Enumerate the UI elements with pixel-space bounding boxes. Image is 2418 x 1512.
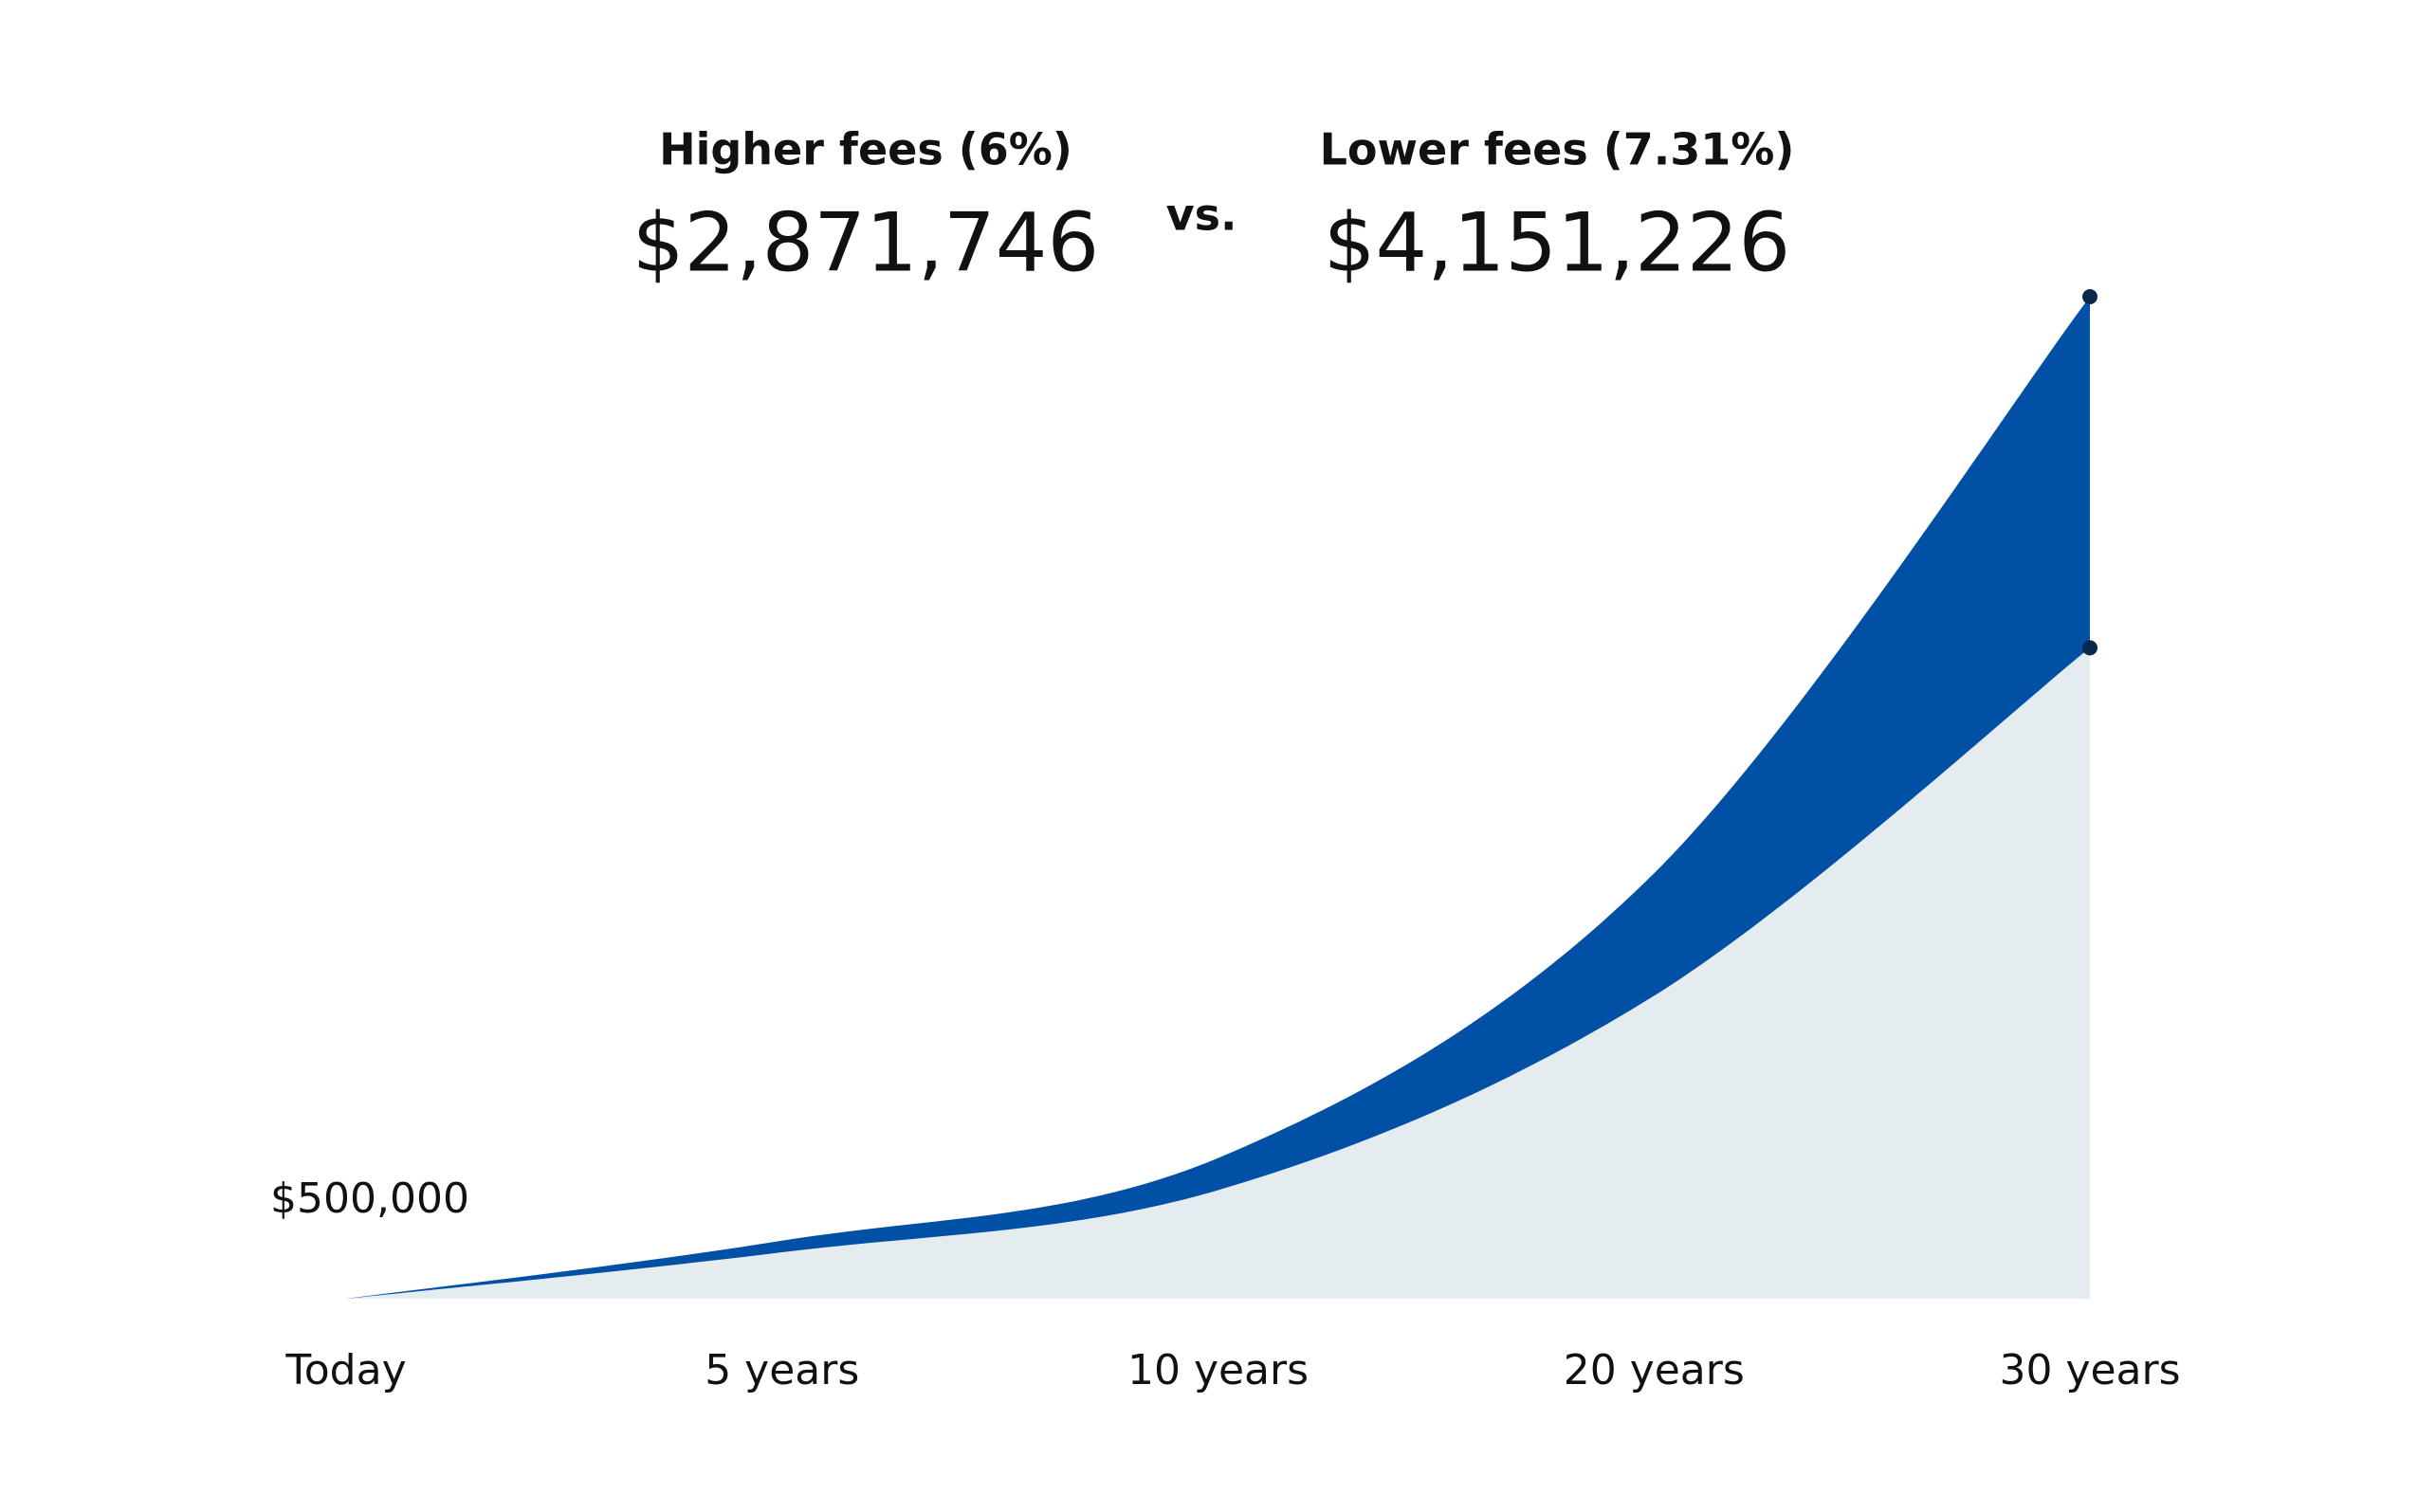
vs-text: vs. — [1166, 190, 1237, 241]
series-name: Lower fees (7.31%) — [1320, 124, 1795, 175]
x-tick-label: 5 years — [705, 1346, 859, 1394]
x-tick-label: Today — [284, 1346, 406, 1394]
series-name: Higher fees (6%) — [659, 124, 1072, 175]
end-point — [2082, 289, 2097, 304]
final-value-label: $2,871,746 — [632, 195, 1099, 290]
end-point — [2082, 640, 2097, 656]
x-tick-label: 10 years — [1127, 1346, 1309, 1394]
start-value-label: $500,000 — [270, 1175, 469, 1223]
x-tick-label: 20 years — [1564, 1346, 1745, 1394]
final-value-label: $4,151,226 — [1324, 195, 1790, 290]
x-tick-label: 30 years — [1999, 1346, 2180, 1394]
area — [346, 647, 2090, 1299]
